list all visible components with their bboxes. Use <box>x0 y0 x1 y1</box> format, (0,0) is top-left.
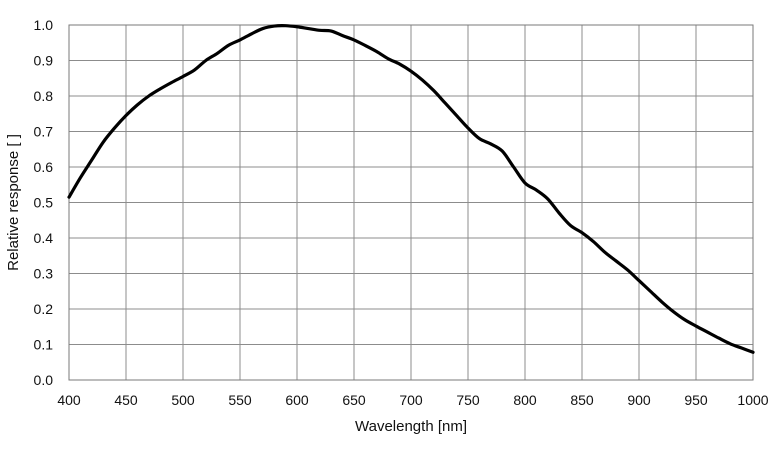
y-tick-label: 0.5 <box>34 195 54 211</box>
x-tick-label: 700 <box>399 392 423 408</box>
x-tick-label: 750 <box>456 392 480 408</box>
x-tick-label: 650 <box>342 392 366 408</box>
x-tick-label: 400 <box>57 392 81 408</box>
x-tick-label: 1000 <box>737 392 768 408</box>
x-tick-label: 950 <box>684 392 708 408</box>
y-axis-label: Relative response [ ] <box>5 134 22 271</box>
y-tick-label: 0.9 <box>34 53 54 69</box>
y-tick-label: 0.1 <box>34 337 54 353</box>
y-tick-label: 0.6 <box>34 159 54 175</box>
x-tick-label: 850 <box>570 392 594 408</box>
plot-frame <box>68 24 754 381</box>
response-curve <box>67 24 755 354</box>
y-tick-label: 0.2 <box>34 301 54 317</box>
y-tick-label: 0.4 <box>34 230 54 246</box>
y-tick-label: 0.3 <box>34 266 54 282</box>
x-tick-label: 550 <box>228 392 252 408</box>
x-tick-label: 600 <box>285 392 309 408</box>
x-tick-label: 800 <box>513 392 537 408</box>
grid <box>68 24 754 381</box>
x-axis-label: Wavelength [nm] <box>355 418 467 435</box>
y-tick-label: 0.8 <box>34 88 54 104</box>
y-tick-label: 0.0 <box>34 372 54 388</box>
x-tick-label: 900 <box>627 392 651 408</box>
tick-labels: 400 450 500 550 600 650 700 750 800 850 900 950 1000… <box>34 17 769 408</box>
x-tick-label: 450 <box>114 392 138 408</box>
y-tick-label: 0.7 <box>34 124 54 140</box>
x-tick-label: 500 <box>171 392 195 408</box>
y-tick-label: 1.0 <box>34 17 54 33</box>
